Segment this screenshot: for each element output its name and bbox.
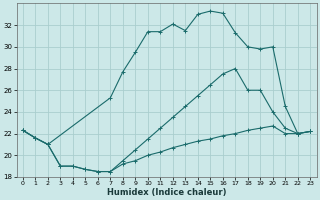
X-axis label: Humidex (Indice chaleur): Humidex (Indice chaleur) <box>107 188 226 197</box>
